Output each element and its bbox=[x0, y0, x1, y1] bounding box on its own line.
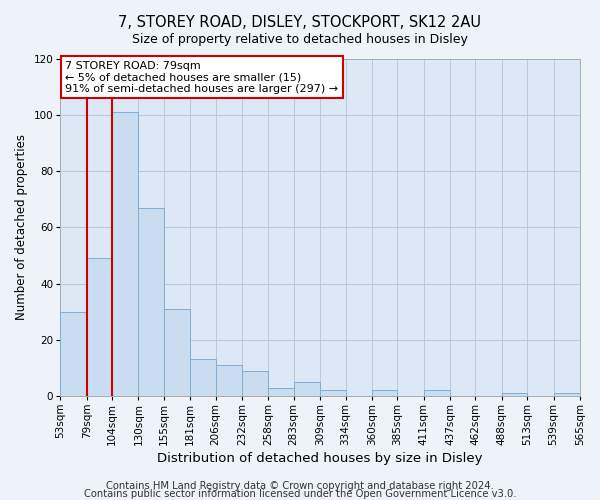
Bar bbox=[294, 382, 320, 396]
Bar bbox=[242, 370, 268, 396]
Y-axis label: Number of detached properties: Number of detached properties bbox=[15, 134, 28, 320]
Bar bbox=[502, 393, 527, 396]
Bar bbox=[60, 312, 86, 396]
Bar bbox=[139, 208, 164, 396]
Bar bbox=[86, 258, 112, 396]
Bar bbox=[190, 360, 215, 396]
Text: Contains HM Land Registry data © Crown copyright and database right 2024.: Contains HM Land Registry data © Crown c… bbox=[106, 481, 494, 491]
X-axis label: Distribution of detached houses by size in Disley: Distribution of detached houses by size … bbox=[157, 452, 483, 465]
Bar bbox=[320, 390, 346, 396]
Bar bbox=[215, 365, 242, 396]
Bar bbox=[268, 388, 294, 396]
Text: Size of property relative to detached houses in Disley: Size of property relative to detached ho… bbox=[132, 32, 468, 46]
Bar bbox=[424, 390, 450, 396]
Text: 7, STOREY ROAD, DISLEY, STOCKPORT, SK12 2AU: 7, STOREY ROAD, DISLEY, STOCKPORT, SK12 … bbox=[119, 15, 482, 30]
Bar bbox=[372, 390, 397, 396]
Bar bbox=[554, 393, 580, 396]
Bar bbox=[112, 112, 139, 396]
Text: Contains public sector information licensed under the Open Government Licence v3: Contains public sector information licen… bbox=[84, 489, 516, 499]
Text: 7 STOREY ROAD: 79sqm
← 5% of detached houses are smaller (15)
91% of semi-detach: 7 STOREY ROAD: 79sqm ← 5% of detached ho… bbox=[65, 60, 338, 94]
Bar bbox=[164, 309, 190, 396]
